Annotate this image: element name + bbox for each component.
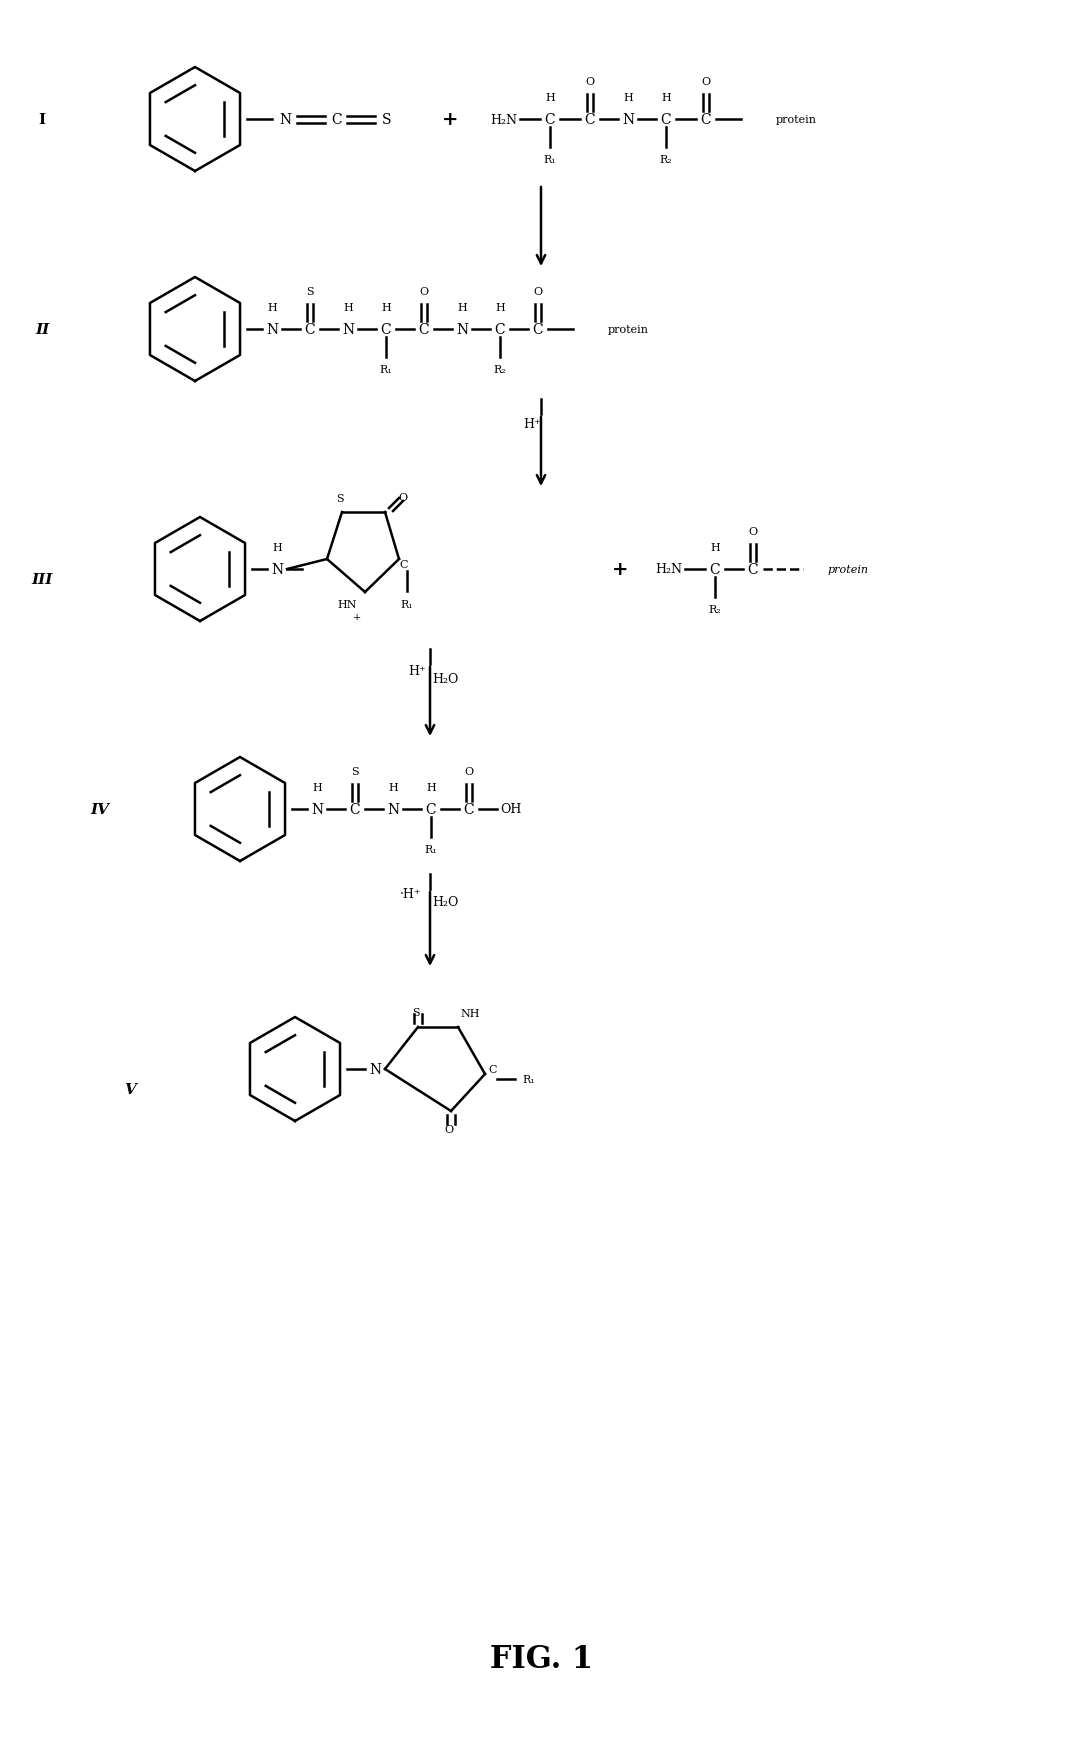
Text: H: H (545, 92, 555, 103)
Text: C: C (464, 802, 474, 817)
Text: H: H (343, 303, 353, 313)
Text: R₁: R₁ (380, 365, 393, 376)
Text: C: C (661, 113, 671, 127)
Text: R₁: R₁ (425, 845, 437, 854)
Text: H₂N: H₂N (655, 563, 682, 576)
Text: C: C (710, 563, 721, 577)
Text: C: C (584, 113, 595, 127)
Text: N: N (270, 563, 283, 577)
Text: H: H (273, 543, 282, 553)
Text: N: N (279, 113, 291, 127)
Text: N: N (342, 323, 354, 337)
Text: O: O (701, 77, 711, 87)
Text: O: O (398, 492, 408, 503)
Text: N: N (622, 113, 634, 127)
Text: N: N (387, 802, 399, 817)
Text: NH: NH (460, 1009, 479, 1019)
Text: C: C (532, 323, 543, 337)
Text: II: II (35, 323, 49, 337)
Text: C: C (748, 563, 758, 577)
Text: H₂O: H₂O (432, 673, 459, 687)
Text: C: C (419, 323, 430, 337)
Text: O: O (533, 287, 542, 297)
Text: H₂O: H₂O (432, 896, 459, 909)
Text: N: N (369, 1063, 381, 1076)
Text: H: H (426, 783, 436, 793)
Text: O: O (420, 287, 428, 297)
Text: H: H (710, 543, 720, 553)
Text: C: C (399, 560, 408, 570)
Text: O: O (464, 767, 474, 777)
Text: protein: protein (776, 115, 817, 125)
Text: I: I (39, 113, 45, 127)
Text: N: N (311, 802, 324, 817)
Text: S: S (352, 767, 359, 777)
Text: III: III (31, 572, 53, 586)
Text: C: C (425, 802, 436, 817)
Text: R₂: R₂ (493, 365, 506, 376)
Text: H⁺: H⁺ (523, 419, 541, 431)
Text: H: H (623, 92, 633, 103)
Text: C: C (701, 113, 711, 127)
Text: C: C (544, 113, 555, 127)
Text: protein: protein (828, 565, 869, 574)
Text: C: C (381, 323, 392, 337)
Text: N: N (266, 323, 278, 337)
Text: R₁: R₁ (523, 1075, 536, 1085)
Text: H: H (267, 303, 277, 313)
Text: V: V (124, 1082, 136, 1096)
Text: FIG. 1: FIG. 1 (489, 1643, 593, 1675)
Text: H⁺: H⁺ (408, 664, 425, 678)
Text: H: H (661, 92, 671, 103)
Text: C: C (305, 323, 315, 337)
Text: protein: protein (608, 325, 649, 336)
Text: S: S (337, 494, 344, 504)
Text: H: H (312, 783, 321, 793)
Text: H: H (496, 303, 505, 313)
Text: OH: OH (500, 803, 522, 816)
Text: H: H (457, 303, 466, 313)
Text: +: + (611, 560, 629, 579)
Text: C: C (494, 323, 505, 337)
Text: S: S (412, 1007, 420, 1017)
Text: O: O (445, 1125, 453, 1134)
Text: H: H (388, 783, 398, 793)
Text: R₁: R₁ (543, 155, 556, 165)
Text: C: C (349, 802, 360, 817)
Text: S: S (382, 113, 392, 127)
Text: +: + (353, 614, 361, 623)
Text: H₂N: H₂N (490, 113, 517, 127)
Text: O: O (749, 527, 757, 537)
Text: S: S (306, 287, 314, 297)
Text: R₂: R₂ (709, 605, 722, 614)
Text: R₁: R₁ (400, 600, 413, 610)
Text: N: N (456, 323, 469, 337)
Text: O: O (585, 77, 595, 87)
Text: +: + (441, 111, 459, 129)
Text: HN: HN (338, 600, 357, 610)
Text: IV: IV (91, 802, 109, 817)
Text: R₂: R₂ (660, 155, 672, 165)
Text: ·H⁺: ·H⁺ (400, 889, 422, 901)
Text: C: C (489, 1064, 498, 1075)
Text: H: H (381, 303, 391, 313)
Text: C: C (332, 113, 342, 127)
